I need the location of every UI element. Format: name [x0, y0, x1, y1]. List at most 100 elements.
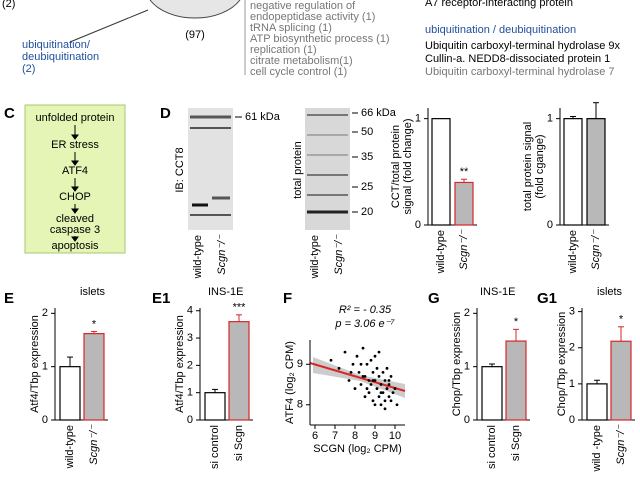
panel-label: F	[283, 290, 292, 307]
ubiq-label: deubiquitination	[22, 51, 99, 63]
x-axis-label: SCGN (log₂ CPM)	[313, 443, 402, 455]
blot-label: IB: CCT8	[174, 147, 186, 192]
significance: *	[92, 318, 97, 330]
point	[379, 403, 383, 407]
blot-bands	[307, 114, 348, 214]
x-tick-label: Scgn⁻/⁻	[590, 229, 602, 270]
x-tick-label: si control	[486, 425, 498, 469]
panel-label: G	[428, 290, 440, 307]
y-tick-label: 1	[569, 378, 575, 390]
x-tick-label: 10	[389, 430, 401, 442]
point	[369, 358, 373, 362]
point	[367, 379, 371, 382]
blot-bands	[190, 115, 231, 216]
y-tick-label: 1	[187, 387, 193, 399]
y-tick-label: 0	[187, 414, 193, 426]
point	[337, 366, 341, 370]
point	[391, 391, 395, 395]
go-term: replication (1)	[250, 44, 317, 56]
panel-label: D	[160, 105, 171, 122]
bar	[586, 118, 606, 226]
y-tick-label: 3	[187, 332, 193, 344]
x-tick-label: si control	[209, 425, 221, 469]
marker: 50	[361, 126, 373, 138]
chart-title: islets	[597, 286, 623, 298]
y-tick-label: 1	[464, 361, 470, 373]
bar	[454, 181, 474, 226]
point	[377, 350, 381, 354]
chart-title: INS-1E	[208, 286, 243, 298]
x-tick-label: 9	[372, 430, 378, 442]
significance: *	[514, 316, 519, 328]
heading: ubiquitination / deubiquitination	[425, 24, 576, 36]
point	[383, 379, 387, 382]
point	[349, 370, 353, 374]
protein: Ubiquitin carboxyl-terminal hydrolase 7	[425, 66, 615, 78]
marker: 25	[361, 181, 373, 193]
point	[389, 399, 393, 403]
point	[343, 350, 347, 354]
y-axis-label: CCT/total protein	[390, 125, 402, 208]
protein: Cullin-a. NEDD8-dissociated protein 1	[425, 53, 610, 65]
x-tick-label: Scgn⁻/⁻	[88, 424, 100, 465]
y-tick-label: 4	[187, 305, 193, 317]
point	[387, 379, 391, 382]
point	[365, 387, 369, 390]
y-axis-label: Chop/Tbp expression	[451, 312, 463, 417]
point	[387, 383, 391, 386]
point	[359, 383, 363, 386]
y-axis-label: Chop/Tbp expression	[556, 312, 568, 417]
point	[377, 375, 381, 378]
point	[353, 387, 357, 390]
point	[359, 362, 363, 366]
y-axis-label: Atf4/Tbp expression	[174, 315, 186, 413]
bar	[83, 333, 105, 421]
y-tick-label: 0	[415, 219, 421, 231]
point	[371, 370, 375, 374]
marker: 20	[361, 206, 373, 218]
bar	[505, 340, 527, 421]
blot	[188, 108, 233, 230]
bar	[204, 392, 226, 421]
y-axis-label: signal (fold change)	[402, 118, 414, 214]
go-term: citrate metabolism(1)	[250, 55, 353, 67]
chart-title: islets	[80, 286, 106, 298]
regression-line	[309, 362, 406, 392]
point	[373, 379, 377, 382]
bar	[563, 118, 583, 226]
x-tick-label: 6	[312, 430, 318, 442]
annotation: R² = - 0.35	[339, 304, 392, 316]
go-term: tRNA splicing (1)	[250, 22, 332, 34]
flow-step: apoptosis	[51, 240, 99, 252]
go-term: ATP biosynthetic process (1)	[250, 33, 390, 45]
flow-step: unfolded protein	[36, 112, 115, 124]
x-tick-label: si Scgn	[510, 425, 522, 461]
point	[383, 407, 387, 411]
y-tick-label: 0	[547, 219, 553, 231]
count: (2)	[2, 0, 15, 10]
point	[377, 395, 381, 399]
chart-title: INS-1E	[480, 286, 515, 298]
x-tick-label: si Scgn	[233, 425, 245, 461]
protein: A7 receptor-interacting protein	[425, 0, 573, 9]
panel-label: E1	[152, 290, 170, 307]
point	[357, 370, 361, 374]
x-tick-label: 8	[352, 430, 358, 442]
point	[379, 391, 383, 395]
blot	[305, 108, 350, 230]
point	[361, 346, 365, 350]
point	[363, 375, 367, 378]
bar	[431, 118, 451, 226]
y-tick-label: 2	[187, 359, 193, 371]
point	[375, 387, 379, 390]
point	[367, 391, 371, 395]
arrow	[69, 9, 149, 43]
point	[361, 375, 365, 378]
circle	[149, 0, 241, 19]
panel-label: E	[4, 290, 14, 307]
bar	[228, 321, 250, 421]
go-term: negative regulation of	[250, 0, 356, 12]
go-term: endopeptidase activity (1)	[250, 11, 375, 23]
x-tick-label: Scgn⁻/⁻	[615, 424, 627, 465]
